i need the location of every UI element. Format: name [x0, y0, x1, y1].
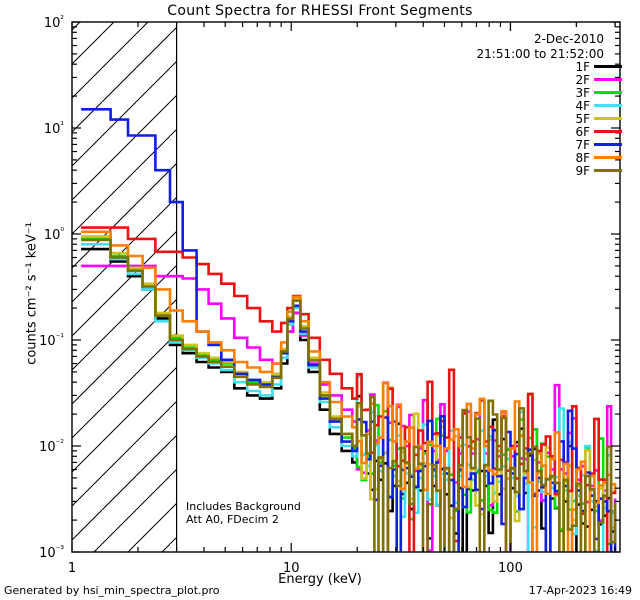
legend-item-4f: 4F: [575, 98, 622, 113]
legend-item-5f: 5F: [575, 111, 622, 126]
legend-item-label: 5F: [575, 111, 590, 126]
legend-item-label: 2F: [575, 72, 590, 87]
legend-item-label: 3F: [575, 85, 590, 100]
page-title: Count Spectra for RHESSI Front Segments: [167, 3, 473, 19]
plot-frame: [71, 21, 621, 553]
legend-color-swatch: [594, 91, 622, 94]
legend-color-swatch: [594, 130, 622, 133]
chart-annotations: Includes Background Att A0, FDecim 2: [186, 500, 301, 526]
legend-time-range: 21:51:00 to 21:52:00: [476, 47, 604, 61]
footer-generated-by: Generated by hsi_min_spectra_plot.pro: [4, 584, 220, 597]
series-line-5f: [81, 235, 617, 552]
footer-timestamp: 17-Apr-2023 16:49: [528, 584, 632, 597]
legend-color-swatch: [594, 104, 622, 107]
legend-datetime: 2-Dec-2010 21:51:00 to 21:52:00: [477, 32, 604, 62]
y-tick-label: 10⁻³: [39, 545, 64, 561]
y-tick-label: 10⁻¹: [39, 333, 64, 349]
legend-item-7f: 7F: [575, 137, 622, 152]
x-tick-label: 10: [283, 561, 300, 576]
legend-item-label: 1F: [575, 59, 590, 74]
y-tick-label: 10⁰: [44, 227, 65, 243]
legend-color-swatch: [594, 78, 622, 81]
x-axis-label: Energy (keV): [278, 572, 362, 587]
annotation-att-fdecim: Att A0, FDecim 2: [186, 513, 279, 526]
series-line-8f: [81, 230, 617, 552]
legend-item-label: 4F: [575, 98, 590, 113]
legend-item-6f: 6F: [575, 124, 622, 139]
legend-item-label: 6F: [575, 124, 590, 139]
annotation-includes-background: Includes Background: [186, 500, 301, 513]
legend-item-3f: 3F: [575, 85, 622, 100]
legend-color-swatch: [594, 169, 622, 172]
legend-color-swatch: [594, 65, 622, 68]
y-tick-label: 10¹: [44, 121, 65, 137]
legend-color-swatch: [594, 156, 622, 159]
legend-item-label: 9F: [575, 163, 590, 178]
legend-color-swatch: [594, 117, 622, 120]
legend-item-label: 7F: [575, 137, 590, 152]
legend: 1F 2F 3F 4F 5F 6F 7F 8F 9F: [575, 59, 622, 178]
legend-date: 2-Dec-2010: [533, 32, 604, 46]
y-tick-label: 10²: [44, 15, 65, 31]
y-tick-label: 10⁻²: [39, 439, 64, 455]
legend-item-label: 8F: [575, 150, 590, 165]
legend-item-2f: 2F: [575, 72, 622, 87]
legend-item-1f: 1F: [575, 59, 622, 74]
legend-item-8f: 8F: [575, 150, 622, 165]
x-tick-label: 100: [498, 561, 523, 576]
series-line-9f: [81, 238, 617, 552]
x-tick-label: 1: [68, 561, 76, 576]
data-series-group: [81, 108, 617, 552]
legend-item-9f: 9F: [575, 163, 622, 178]
legend-color-swatch: [594, 143, 622, 146]
hatched-excluded-region: [72, 22, 177, 552]
